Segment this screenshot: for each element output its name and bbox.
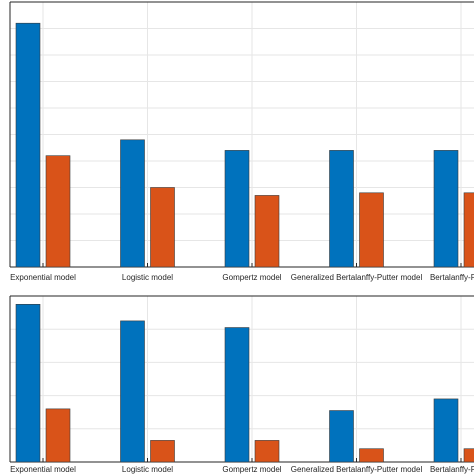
- bar-series-1: [120, 139, 145, 268]
- bar-series-2: [463, 192, 474, 268]
- x-tick-label: Exponential model: [10, 465, 76, 474]
- x-tick-label: Gompertz model: [222, 465, 281, 474]
- bar-series-2: [463, 448, 474, 463]
- bar-series-1: [329, 410, 354, 463]
- x-tick-label: Bertalanffy-Putter: [430, 273, 474, 282]
- x-tick-label: Gompertz model: [222, 273, 281, 282]
- x-tick-label: Exponential model: [10, 273, 76, 282]
- bar-series-1: [433, 150, 459, 268]
- bar-series-2: [359, 448, 384, 463]
- x-tick-label: Bertalanffy-Putter: [430, 465, 474, 474]
- bar-series-2: [254, 440, 280, 463]
- x-tick-label: Logistic model: [122, 273, 173, 282]
- x-tick-label: Generalized Bertalanffy-Putter model: [291, 273, 423, 282]
- bar-series-1: [15, 22, 41, 268]
- bar-series-1: [120, 320, 145, 463]
- bar-series-1: [329, 150, 354, 268]
- bar-series-2: [150, 187, 175, 268]
- x-tick-label: Logistic model: [122, 465, 173, 474]
- bar-series-2: [359, 192, 384, 268]
- bar-series-2: [45, 408, 71, 463]
- bar-series-2: [254, 195, 280, 268]
- bar-series-2: [45, 155, 71, 268]
- bar-series-1: [433, 398, 459, 463]
- bar-series-1: [224, 150, 250, 268]
- bar-series-1: [15, 303, 41, 463]
- bar-series-2: [150, 440, 175, 463]
- bar-series-1: [224, 327, 250, 463]
- x-tick-label: Generalized Bertalanffy-Putter model: [291, 465, 423, 474]
